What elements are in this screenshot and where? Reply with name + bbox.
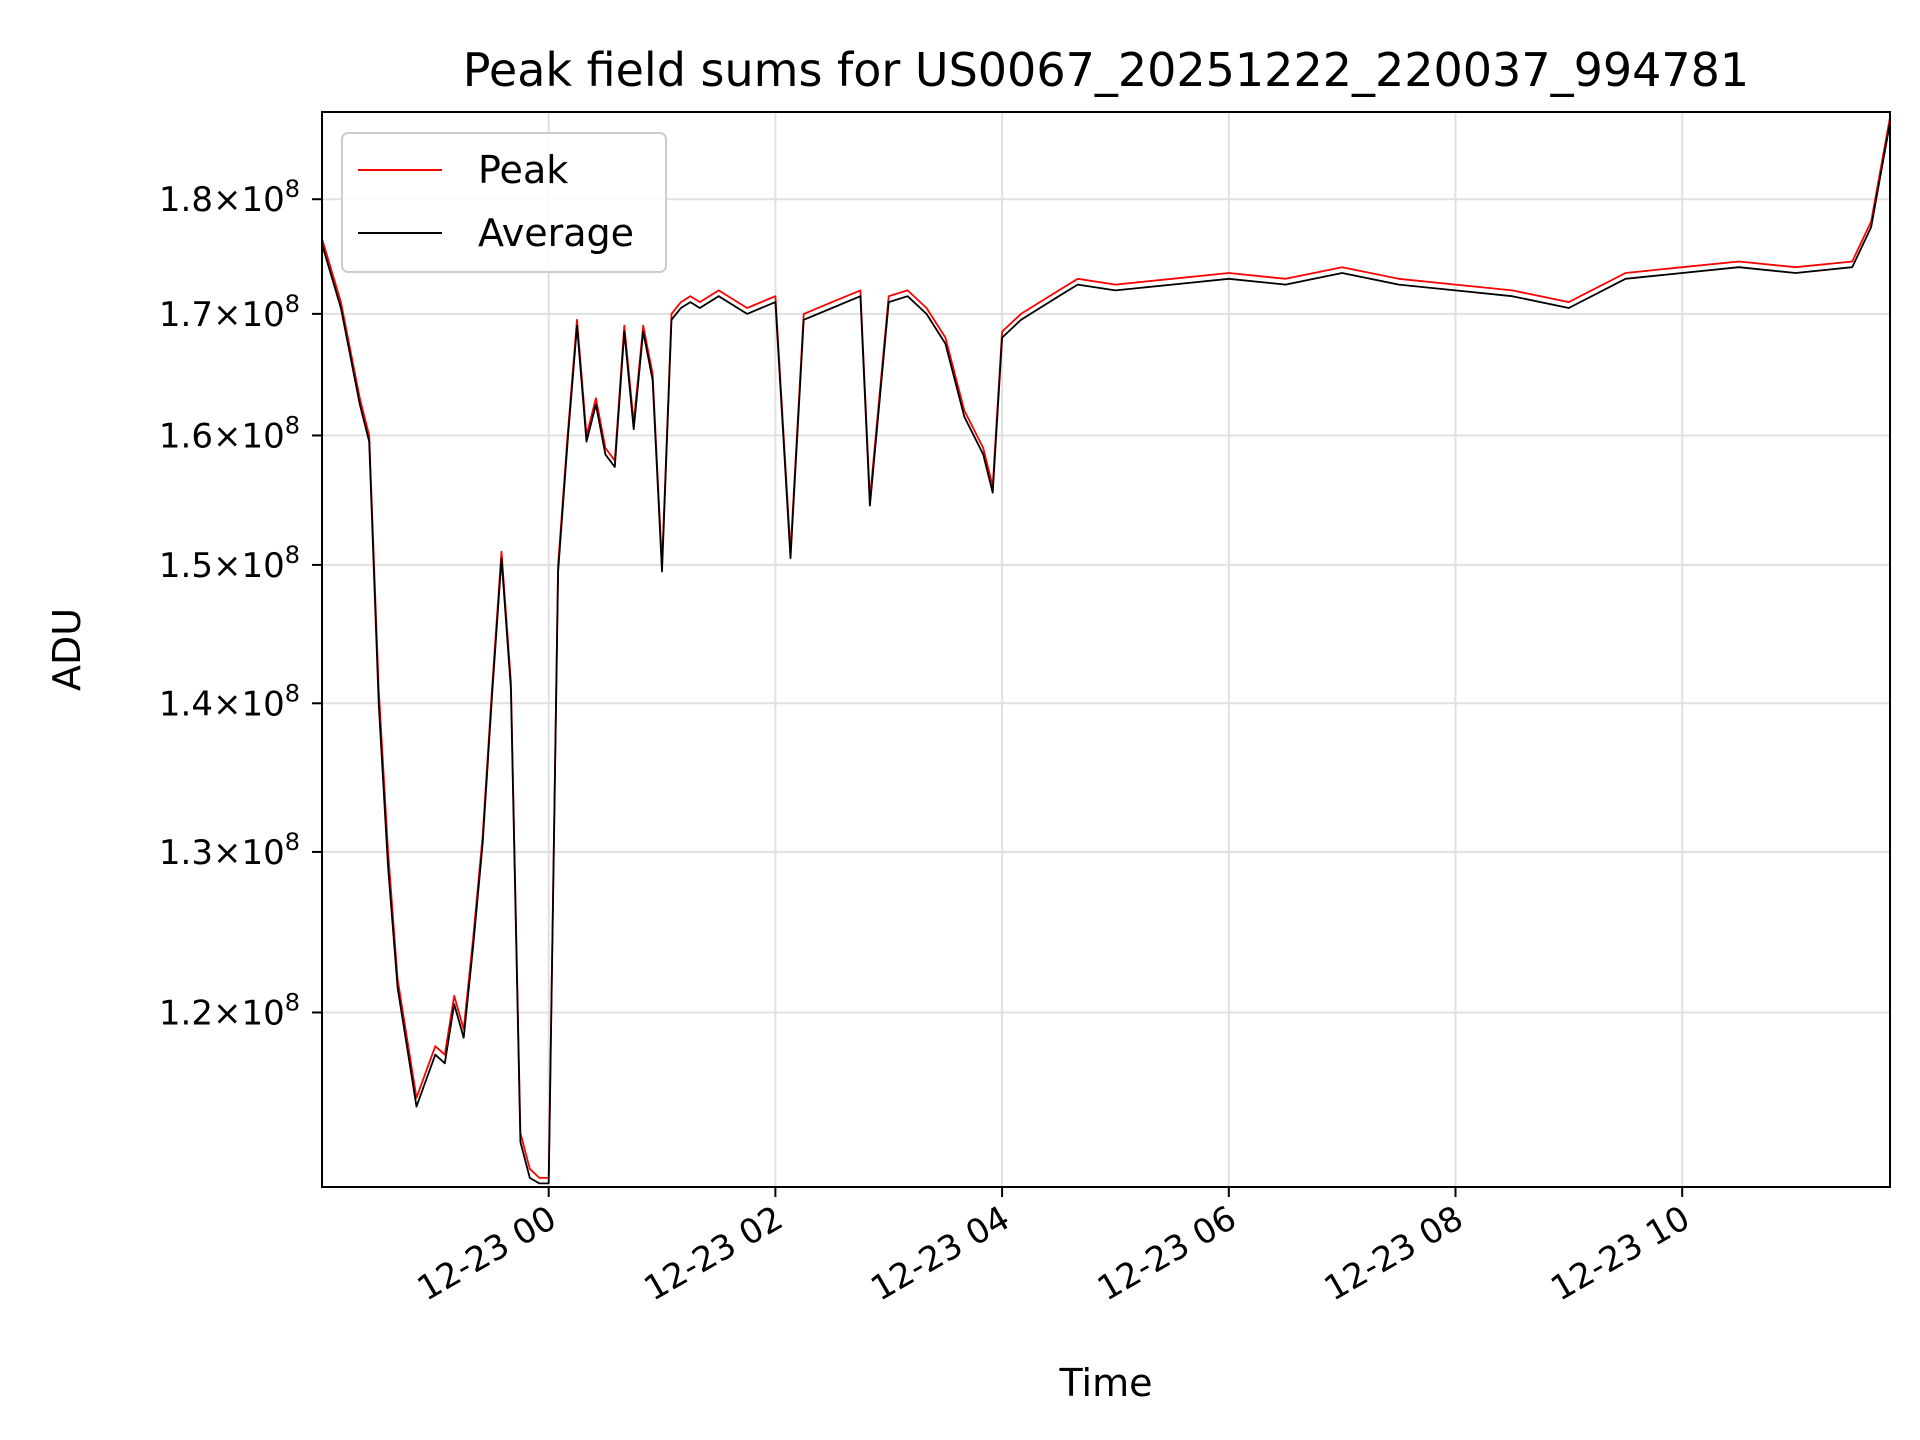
- series-line-average: [321, 122, 1891, 1185]
- y-tick-label: 1.8×108: [159, 175, 300, 220]
- y-axis-ticks: 1.2×108 1.3×108 1.4×108 1.5×108 1.6×108 1.7×1…: [159, 175, 322, 1033]
- y-tick-label: 1.4×108: [159, 679, 300, 724]
- legend-box: [341, 132, 667, 273]
- x-tick-label: 12-23 06: [1091, 1198, 1243, 1309]
- grid-lines: [322, 112, 1890, 1187]
- axes-frame: [321, 111, 1891, 1188]
- series-lines: [321, 117, 1891, 1185]
- y-tick-label: 1.5×108: [159, 541, 300, 586]
- legend: Peak Average: [341, 132, 667, 273]
- y-tick-label: 1.7×108: [159, 290, 300, 335]
- x-axis-ticks: 12-23 00 12-23 02 12-23 04 12-23 06 12-23 08…: [411, 1187, 1697, 1309]
- x-axis-label: Time: [1059, 1361, 1153, 1405]
- x-tick-label: 12-23 02: [638, 1198, 790, 1309]
- x-tick-label: 12-23 08: [1318, 1198, 1470, 1309]
- legend-label-peak: Peak: [478, 148, 568, 192]
- x-tick-label: 12-23 04: [864, 1198, 1016, 1309]
- legend-label-average: Average: [478, 211, 634, 255]
- chart-title: Peak field sums for US0067_20251222_2200…: [463, 43, 1749, 97]
- y-axis-label: ADU: [45, 608, 89, 691]
- y-tick-label: 1.2×108: [159, 988, 300, 1033]
- y-tick-label: 1.6×108: [159, 411, 300, 456]
- x-tick-label: 12-23 10: [1544, 1198, 1696, 1309]
- y-tick-label: 1.3×108: [159, 828, 300, 873]
- x-tick-label: 12-23 00: [411, 1198, 563, 1309]
